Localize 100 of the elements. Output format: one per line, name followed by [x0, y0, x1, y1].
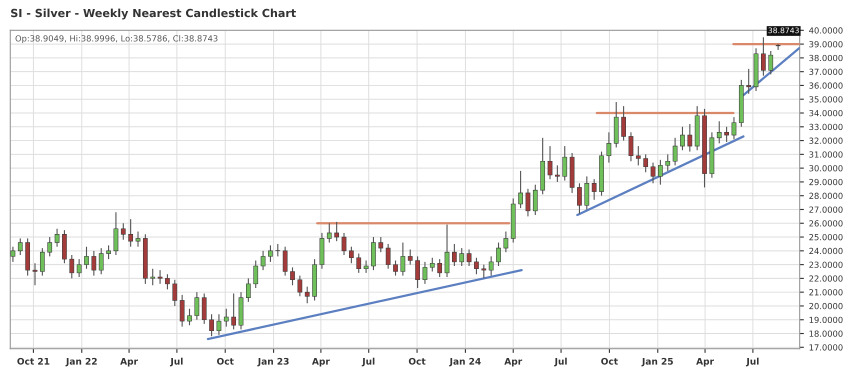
candlestick: [658, 159, 663, 186]
candlestick: [136, 230, 140, 248]
x-tick-label: Apr: [696, 358, 714, 366]
candlestick: [84, 246, 89, 270]
candlestick: [158, 270, 162, 284]
x-tick-label: Jul: [362, 358, 374, 366]
candlestick: [297, 275, 302, 297]
candlestick: [326, 222, 332, 244]
y-tick-label: 36.0000: [809, 82, 843, 89]
candlestick: [187, 308, 192, 326]
y-tick-label: 20.0000: [809, 302, 843, 310]
candlestick: [371, 236, 376, 271]
x-tick-label: Jan 22: [65, 358, 97, 366]
candlestick: [415, 256, 420, 289]
candlestick: [334, 221, 340, 242]
y-tick-label: 34.0000: [809, 110, 843, 116]
x-tick-label: Oct: [217, 358, 234, 365]
y-tick-label: 22.0000: [809, 275, 843, 282]
y-tick-label: 37.0000: [809, 68, 843, 75]
candlestick: [260, 250, 266, 271]
candlestick: [348, 246, 354, 264]
candlestick: [364, 260, 368, 274]
candlestick: [526, 188, 530, 217]
candlestick: [548, 146, 552, 180]
candlestick: [437, 258, 442, 278]
candlestick: [636, 146, 641, 166]
y-tick-label: 26.0000: [809, 220, 843, 227]
candlestick: [18, 238, 23, 256]
candlestick: [496, 242, 501, 267]
candlestick: [592, 178, 597, 200]
candlestick: [231, 293, 236, 330]
candlestick: [584, 176, 590, 210]
x-tick-label: Apr: [312, 358, 330, 366]
candlestick: [76, 258, 82, 278]
x-tick-label: Jul: [170, 358, 183, 366]
candlestick: [628, 132, 634, 162]
candlestick: [665, 154, 670, 172]
x-tick-label: Oct: [408, 358, 426, 365]
candlestick: [246, 278, 251, 302]
candlestick: [209, 314, 214, 337]
candlestick: [216, 314, 222, 336]
candlestick: [342, 232, 346, 256]
y-tick-label: 40.0000: [809, 27, 843, 34]
candlestick: [356, 253, 362, 274]
x-tick-label: Apr: [504, 358, 522, 366]
x-tick-label: Apr: [120, 358, 138, 366]
candlestick: [444, 224, 450, 278]
x-tick-label: Jan 23: [257, 358, 289, 366]
chart-title: SI - Silver - Weekly Nearest Candlestick Chart: [11, 8, 296, 20]
candlestick: [518, 170, 523, 209]
y-tick-label: 39.0000: [809, 41, 843, 48]
candlestick: [408, 248, 413, 266]
candlestick: [128, 218, 134, 248]
y-tick-label: 25.0000: [809, 234, 843, 240]
y-tick-label: 17.0000: [810, 344, 843, 351]
y-tick-label: 28.0000: [809, 192, 843, 199]
candlestick: [474, 257, 479, 275]
y-tick-label: 24.0000: [809, 248, 843, 254]
x-tick-label: Jan 25: [641, 358, 673, 366]
candlestick: [562, 146, 568, 182]
candlestick: [180, 294, 185, 328]
candlestick: [555, 164, 560, 182]
candlestick: [621, 106, 626, 142]
candlestick: [378, 236, 384, 253]
y-tick-label: 18.0000: [810, 330, 843, 337]
x-tick-label: Oct 21: [17, 358, 50, 365]
candlestick: [40, 248, 45, 276]
candlestick: [114, 212, 118, 256]
x-tick-label: Oct: [601, 358, 618, 365]
candlestick: [47, 236, 52, 257]
y-tick-label: 23.0000: [809, 262, 843, 268]
candlestick: [69, 254, 74, 279]
candlestick: [224, 308, 229, 328]
y-tick-label: 33.0000: [809, 124, 843, 130]
candlestick: [724, 126, 729, 143]
candlestick: [165, 274, 170, 290]
candlestick: [650, 162, 656, 184]
y-tick-label: 32.0000: [809, 138, 843, 144]
candlestick: [386, 243, 391, 270]
y-tick-label: 38.0000: [809, 54, 843, 62]
candlestick: [202, 293, 207, 324]
candlestick: [194, 292, 200, 320]
candlestick: [150, 268, 156, 286]
candlestick: [400, 242, 406, 276]
candlestick: [430, 257, 435, 272]
candlestick: [282, 246, 288, 276]
x-tick-label: Jul: [746, 358, 759, 366]
candlestick: [732, 116, 736, 140]
candlestick: [54, 228, 60, 248]
candlestick: [106, 244, 111, 260]
candlestick: [422, 261, 428, 284]
candlestick: [503, 230, 508, 253]
candlestick: [91, 250, 96, 276]
candlestick: [577, 182, 582, 214]
candlestick: [672, 137, 678, 166]
candlestick: [768, 50, 774, 75]
y-tick-label: 31.0000: [809, 151, 843, 158]
candlestick: [532, 184, 538, 216]
candlestick: [643, 154, 648, 173]
x-tick-label: Jul: [554, 358, 567, 366]
